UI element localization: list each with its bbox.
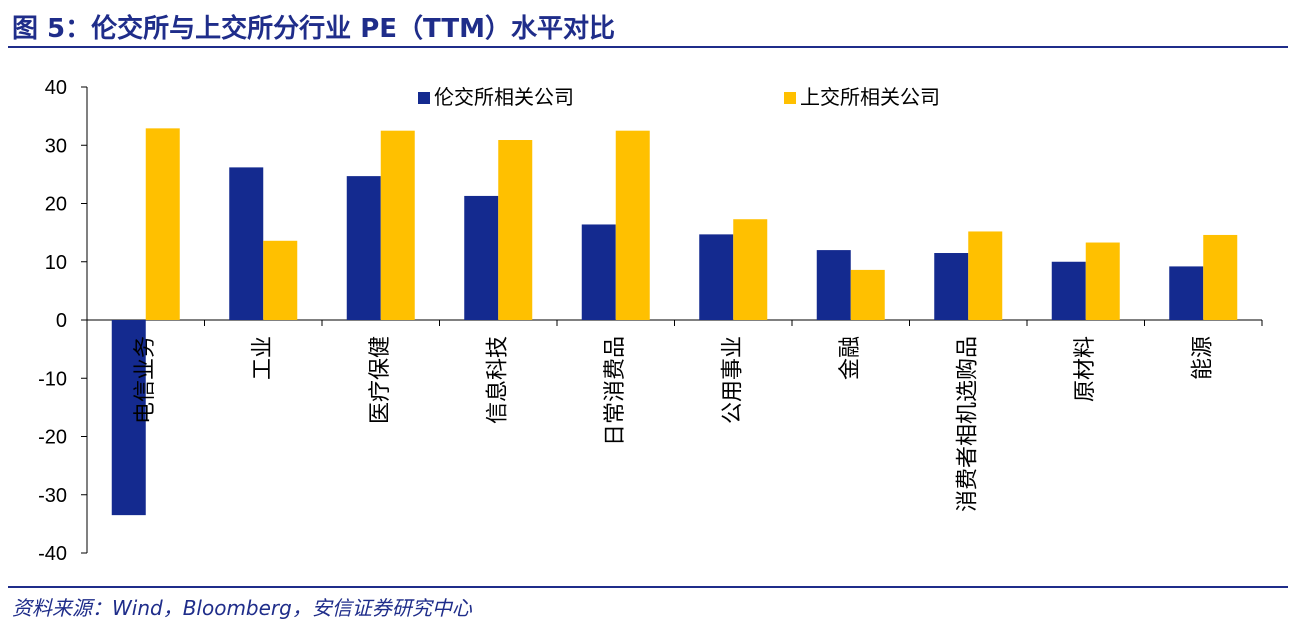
bar-lse <box>581 224 616 320</box>
legend-label: 上交所相关公司 <box>800 85 940 109</box>
bar-lse <box>1051 261 1086 320</box>
category-label: 工业 <box>250 336 275 380</box>
category-label: 原材料 <box>1073 336 1098 402</box>
y-tick-label: -10 <box>38 368 67 390</box>
category-label: 日常消费品 <box>603 336 628 446</box>
bar-lse <box>816 250 851 320</box>
bar-sse <box>380 130 415 320</box>
bar-lse <box>229 167 264 320</box>
bar-lse <box>1169 266 1204 320</box>
bars <box>111 128 1238 516</box>
bar-lse <box>111 320 146 516</box>
category-labels: 电信业务 工业 医疗保健 信息科技 日常消费品 公用事业 金融 消费者相机选购品 原材料 能源 <box>133 336 1216 512</box>
y-tick-label: 20 <box>45 194 67 216</box>
bar-sse <box>263 240 298 320</box>
y-tick-label: 30 <box>45 135 67 157</box>
bar-sse <box>850 269 885 320</box>
category-label: 电信业务 <box>133 336 158 424</box>
bar-sse <box>145 128 180 320</box>
source-note: 资料来源：Wind，Bloomberg，安信证券研究中心 <box>12 596 472 620</box>
category-label: 信息科技 <box>485 336 510 424</box>
legend-swatch <box>418 92 430 104</box>
y-tick-label: 0 <box>56 310 67 332</box>
bar-sse <box>1085 242 1120 320</box>
title-divider <box>8 46 1288 48</box>
bar-sse <box>968 231 1003 320</box>
y-tick-label: 40 <box>45 77 67 99</box>
category-label: 金融 <box>838 336 863 380</box>
bar-lse <box>346 176 381 320</box>
category-label: 消费者相机选购品 <box>955 336 980 512</box>
legend-label: 伦交所相关公司 <box>434 85 574 109</box>
y-tick-label: -20 <box>38 427 67 449</box>
category-label: 能源 <box>1190 336 1215 380</box>
footer-divider <box>8 586 1288 588</box>
y-tick-label: -30 <box>38 485 67 507</box>
y-tick-label: 10 <box>45 252 67 274</box>
bar-lse <box>464 195 499 320</box>
category-label: 医疗保健 <box>368 336 393 424</box>
bar-sse <box>1203 234 1238 320</box>
bar-chart: 40 30 20 10 0 -10 -20 -30 -40 电信业务 工业 医疗保健 信息科技 日常消费… <box>38 77 1263 565</box>
legend-swatch <box>784 92 796 104</box>
bar-sse <box>733 219 768 320</box>
bar-sse <box>498 140 533 320</box>
legend: 伦交所相关公司 上交所相关公司 <box>418 85 940 109</box>
bar-lse <box>934 253 969 320</box>
x-axis <box>86 319 1263 326</box>
bar-sse <box>615 130 650 320</box>
y-tick-label: -40 <box>38 543 67 565</box>
bar-lse <box>699 234 734 320</box>
y-axis: 40 30 20 10 0 -10 -20 -30 -40 <box>38 77 88 565</box>
category-label: 公用事业 <box>720 336 745 424</box>
page-title: 图 5：伦交所与上交所分行业 PE（TTM）水平对比 <box>12 14 615 44</box>
